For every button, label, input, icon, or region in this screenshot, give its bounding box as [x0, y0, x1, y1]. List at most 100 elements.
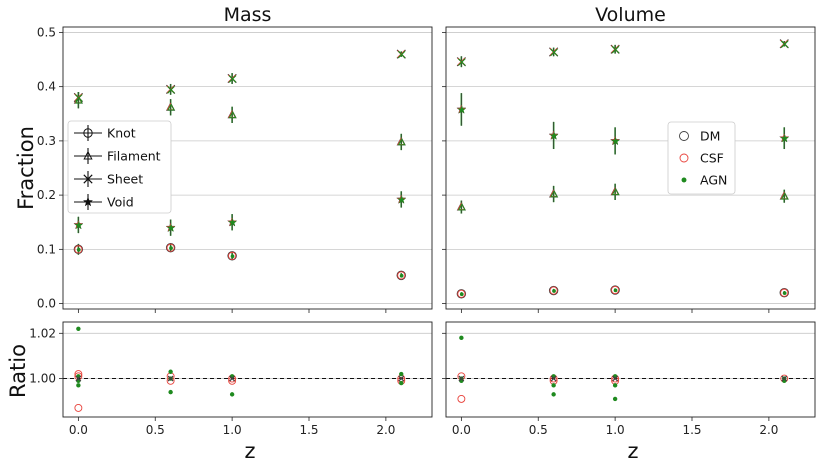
panel-title-mass: Mass: [224, 4, 272, 26]
ytick-label-mass-2: 0.2: [37, 188, 56, 202]
point-agn-volume-sheet-1: [550, 48, 558, 57]
point-agn-mass-filament-1: [167, 103, 175, 111]
point-mass-knot-2: [227, 251, 237, 261]
point-csf-mass-knot-3: [397, 271, 406, 280]
point-agn-mass-sheet-2: [228, 75, 237, 83]
panels-layer: 0.0 0.1 0.2 0.3 0.4 0.5 Mass Knot Filament Sheet V…: [29, 4, 816, 437]
point-volume-knot-3: [779, 288, 789, 298]
point-agn-mass-sheet-0: [74, 94, 83, 102]
ytick-label-mass-3: 0.3: [37, 134, 56, 148]
legend-label-volume-2: AGN: [700, 173, 727, 188]
ratio-point-csf-volume-0: [457, 394, 466, 403]
ratio-point-agn-volume-13: [612, 396, 618, 402]
legend-box-mass: [67, 120, 172, 214]
ytick-label-mass-0: 0.0: [37, 297, 56, 311]
point-volume-knot-2: [610, 285, 620, 295]
point-volume-knot-1: [548, 285, 559, 296]
xtick-label-volume-4: 2.0: [759, 423, 778, 437]
legend-marker-volume-2: [681, 177, 687, 183]
point-csf-mass-knot-0: [74, 245, 83, 254]
point-agn-mass-sheet-1: [167, 85, 175, 94]
ratio-point-agn-volume-2: [459, 335, 464, 341]
ratio-point-agn-volume-9: [551, 383, 556, 388]
ratio-point-dm-volume-2: [612, 375, 619, 382]
ratio-point-dm-mass-1: [167, 375, 174, 382]
legend-label-volume-0: DM: [700, 129, 720, 144]
point-agn-mass-void-2: [228, 217, 237, 227]
legend-marker-volume-1: [679, 153, 689, 163]
point-agn-volume-sheet-3: [780, 40, 789, 49]
xtick-label-mass-4: 2.0: [376, 423, 395, 437]
ratio-ytick-label-mass-1: 1.02: [29, 326, 56, 340]
point-agn-mass-knot-0: [76, 247, 81, 252]
ratio-point-dm-mass-0: [75, 375, 82, 382]
point-csf-mass-knot-2: [228, 251, 237, 260]
panel-volume: Volume DM CSF AGN 0.0 0.5 1.0 1.5 2.0: [442, 4, 816, 437]
ratio-ytick-label-mass-0: 1.00: [29, 372, 56, 386]
ratio-point-dm-volume-0: [458, 375, 465, 382]
xtick-label-mass-2: 1.0: [223, 423, 242, 437]
legend-label-mass-2: Sheet: [107, 172, 143, 187]
point-mass-knot-0: [73, 244, 84, 255]
point-csf-volume-knot-2: [611, 285, 620, 295]
point-agn-volume-knot-0: [459, 292, 464, 297]
point-agn-mass-knot-1: [169, 246, 173, 250]
point-agn-volume-sheet-2: [611, 45, 620, 54]
ratio-point-agn-volume-14: [612, 383, 618, 388]
xtick-label-volume-2: 1.0: [606, 423, 625, 437]
ytick-label-mass-1: 0.1: [37, 242, 56, 256]
panel-title-volume: Volume: [595, 4, 666, 26]
legend-marker-mass-3: [82, 196, 94, 207]
point-agn-mass-void-1: [166, 223, 176, 232]
legend-label-mass-3: Void: [107, 195, 134, 210]
point-agn-volume-void-2: [611, 136, 620, 146]
point-agn-volume-void-1: [549, 131, 559, 140]
ratio-point-agn-mass-4: [76, 383, 81, 388]
legend-marker-mass-1: [83, 150, 93, 160]
ratio-point-agn-mass-15: [229, 392, 235, 397]
point-csf-volume-knot-3: [780, 288, 789, 297]
xtick-label-volume-1: 0.5: [529, 423, 548, 437]
point-agn-mass-void-0: [74, 220, 84, 230]
xtick-label-mass-1: 0.5: [146, 423, 165, 437]
ratio-point-dm-mass-2: [229, 375, 236, 382]
point-agn-volume-filament-2: [611, 187, 620, 196]
ratio-point-agn-volume-8: [551, 392, 556, 397]
legend-marker-mass-2: [83, 174, 93, 184]
point-agn-volume-filament-1: [550, 189, 558, 198]
xtick-label-mass-0: 0.0: [69, 423, 88, 437]
point-agn-volume-knot-1: [552, 289, 556, 293]
point-agn-mass-sheet-3: [397, 50, 406, 59]
point-agn-volume-knot-2: [613, 288, 618, 293]
legend-box-volume: [667, 121, 736, 195]
xtick-label-volume-0: 0.0: [452, 423, 471, 437]
point-agn-mass-void-3: [397, 195, 407, 204]
legend-label-volume-1: CSF: [700, 151, 724, 166]
panel-mass: 0.0 0.1 0.2 0.3 0.4 0.5 Mass Knot Filament Sheet V…: [29, 4, 433, 437]
point-agn-mass-filament-2: [228, 110, 237, 119]
ratio-point-dm-mass-3: [398, 375, 405, 382]
point-agn-volume-void-3: [780, 133, 790, 143]
point-agn-mass-knot-3: [399, 273, 404, 278]
ratio-point-agn-mass-9: [168, 369, 173, 374]
ratio-point-agn-mass-10: [168, 389, 173, 395]
frame-ratio-volume: [445, 321, 816, 418]
point-agn-volume-filament-0: [457, 202, 466, 211]
ytick-label-mass-4: 0.4: [37, 80, 56, 94]
point-agn-volume-filament-3: [780, 192, 789, 200]
point-agn-volume-sheet-0: [457, 58, 466, 66]
y-axis-label-fraction: Fraction: [14, 126, 38, 210]
point-csf-volume-knot-0: [457, 289, 466, 298]
ratio-point-agn-mass-3: [76, 326, 81, 331]
frame-top-mass: [62, 26, 433, 310]
frame-top-volume: [445, 26, 816, 310]
legend-label-mass-0: Knot: [107, 126, 136, 141]
ratio-point-agn-mass-19: [399, 380, 404, 386]
ratio-point-agn-mass-18: [399, 371, 404, 377]
point-csf-volume-knot-1: [549, 286, 558, 295]
x-axis-label-right: z: [627, 439, 638, 463]
frame-ratio-mass: [62, 321, 433, 418]
point-agn-volume-knot-3: [782, 291, 787, 296]
point-volume-knot-0: [456, 289, 467, 299]
